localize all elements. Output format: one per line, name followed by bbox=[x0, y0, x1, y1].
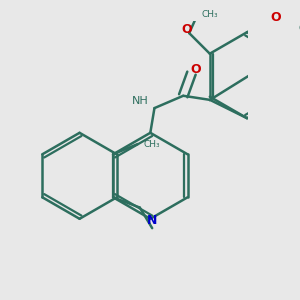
Text: O: O bbox=[190, 62, 201, 76]
Text: CH₃: CH₃ bbox=[202, 10, 218, 19]
Text: O: O bbox=[271, 11, 281, 24]
Text: O: O bbox=[182, 22, 193, 35]
Text: CH₃: CH₃ bbox=[144, 140, 160, 148]
Text: NH: NH bbox=[132, 96, 148, 106]
Text: N: N bbox=[147, 214, 158, 227]
Text: CH₃: CH₃ bbox=[298, 24, 300, 33]
